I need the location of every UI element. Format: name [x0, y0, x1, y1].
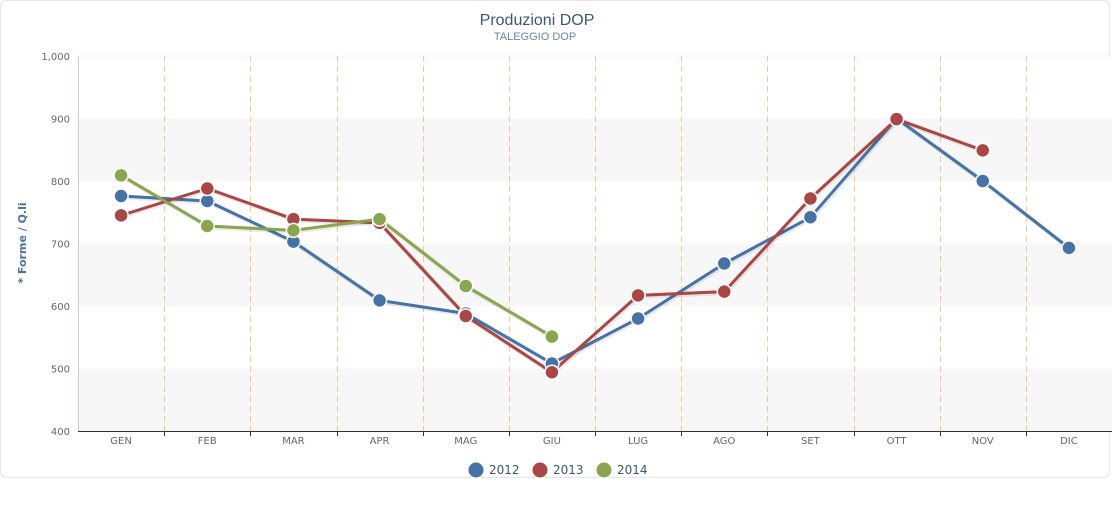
y-axis-label: * Forme / Q.li [16, 202, 29, 283]
plot-band [78, 243, 1112, 306]
data-point-2014[interactable] [458, 278, 474, 294]
x-tick-label: MAR [282, 436, 304, 447]
y-tick-label: 800 [51, 177, 70, 188]
data-point-2014[interactable] [371, 211, 388, 227]
y-tick-label: 900 [51, 115, 70, 126]
data-point-2012[interactable] [716, 255, 732, 272]
data-point-2012[interactable] [1061, 240, 1077, 256]
data-point-2013[interactable] [544, 364, 560, 380]
chart-title: Produzioni DOP [480, 12, 595, 29]
x-tick-label: MAG [454, 436, 477, 447]
x-tick-label: GEN [110, 436, 132, 447]
data-point-2014[interactable] [113, 167, 129, 184]
x-tick-label: LUG [628, 436, 648, 447]
legend-marker-2014[interactable] [595, 461, 613, 479]
legend-marker-2012[interactable] [467, 461, 485, 479]
legend-marker-2013[interactable] [531, 461, 549, 479]
x-tick-label: AGO [713, 436, 735, 447]
legend-label-2014[interactable]: 2014 [617, 463, 648, 477]
legend: 2012 2013 2014 [467, 461, 648, 479]
series-line-2012[interactable] [119, 117, 1071, 365]
series-line-2014[interactable] [119, 173, 554, 339]
x-tick-label: APR [370, 436, 390, 447]
x-tick-label: NOV [972, 436, 994, 447]
y-tick-label: 500 [51, 365, 70, 376]
data-point-2013[interactable] [975, 142, 991, 159]
y-tick-label: 400 [51, 427, 70, 438]
data-point-2013[interactable] [802, 190, 819, 207]
x-tick-label: GIU [543, 436, 561, 447]
legend-label-2013[interactable]: 2013 [553, 463, 584, 477]
data-point-2012[interactable] [371, 292, 388, 309]
data-point-2014[interactable] [199, 218, 215, 234]
data-point-2013[interactable] [458, 308, 474, 324]
y-tick-label: 600 [51, 302, 70, 313]
data-point-2012[interactable] [802, 209, 819, 225]
data-point-2013[interactable] [199, 180, 215, 197]
data-point-2014[interactable] [544, 328, 560, 345]
data-point-2013[interactable] [113, 207, 129, 224]
data-point-2012[interactable] [630, 310, 646, 327]
data-point-2012[interactable] [113, 188, 129, 204]
x-tick-label: OTT [887, 436, 908, 447]
y-tick-label: 700 [51, 240, 70, 251]
legend-label-2012[interactable]: 2012 [489, 463, 520, 477]
x-tick-label: DIC [1060, 436, 1078, 447]
x-tick-label: FEB [198, 436, 217, 447]
chart-subtitle: TALEGGIO DOP [494, 31, 576, 43]
x-tick-label: SET [801, 436, 821, 447]
y-tick-label: 1,000 [41, 52, 70, 63]
data-point-2014[interactable] [285, 222, 302, 239]
data-point-2013[interactable] [630, 287, 646, 304]
data-point-2013[interactable] [716, 283, 732, 300]
data-point-2013[interactable] [888, 111, 905, 127]
data-point-2012[interactable] [975, 173, 991, 189]
